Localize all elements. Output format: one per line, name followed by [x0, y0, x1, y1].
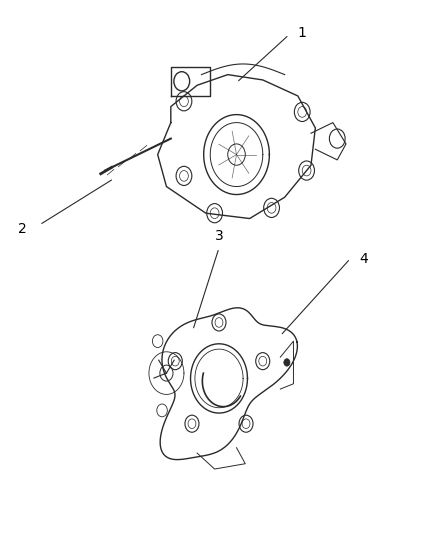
Text: 4: 4 [359, 252, 368, 265]
Text: 1: 1 [298, 26, 307, 40]
Text: 3: 3 [215, 229, 223, 243]
Text: 2: 2 [18, 222, 26, 236]
Circle shape [284, 359, 290, 366]
